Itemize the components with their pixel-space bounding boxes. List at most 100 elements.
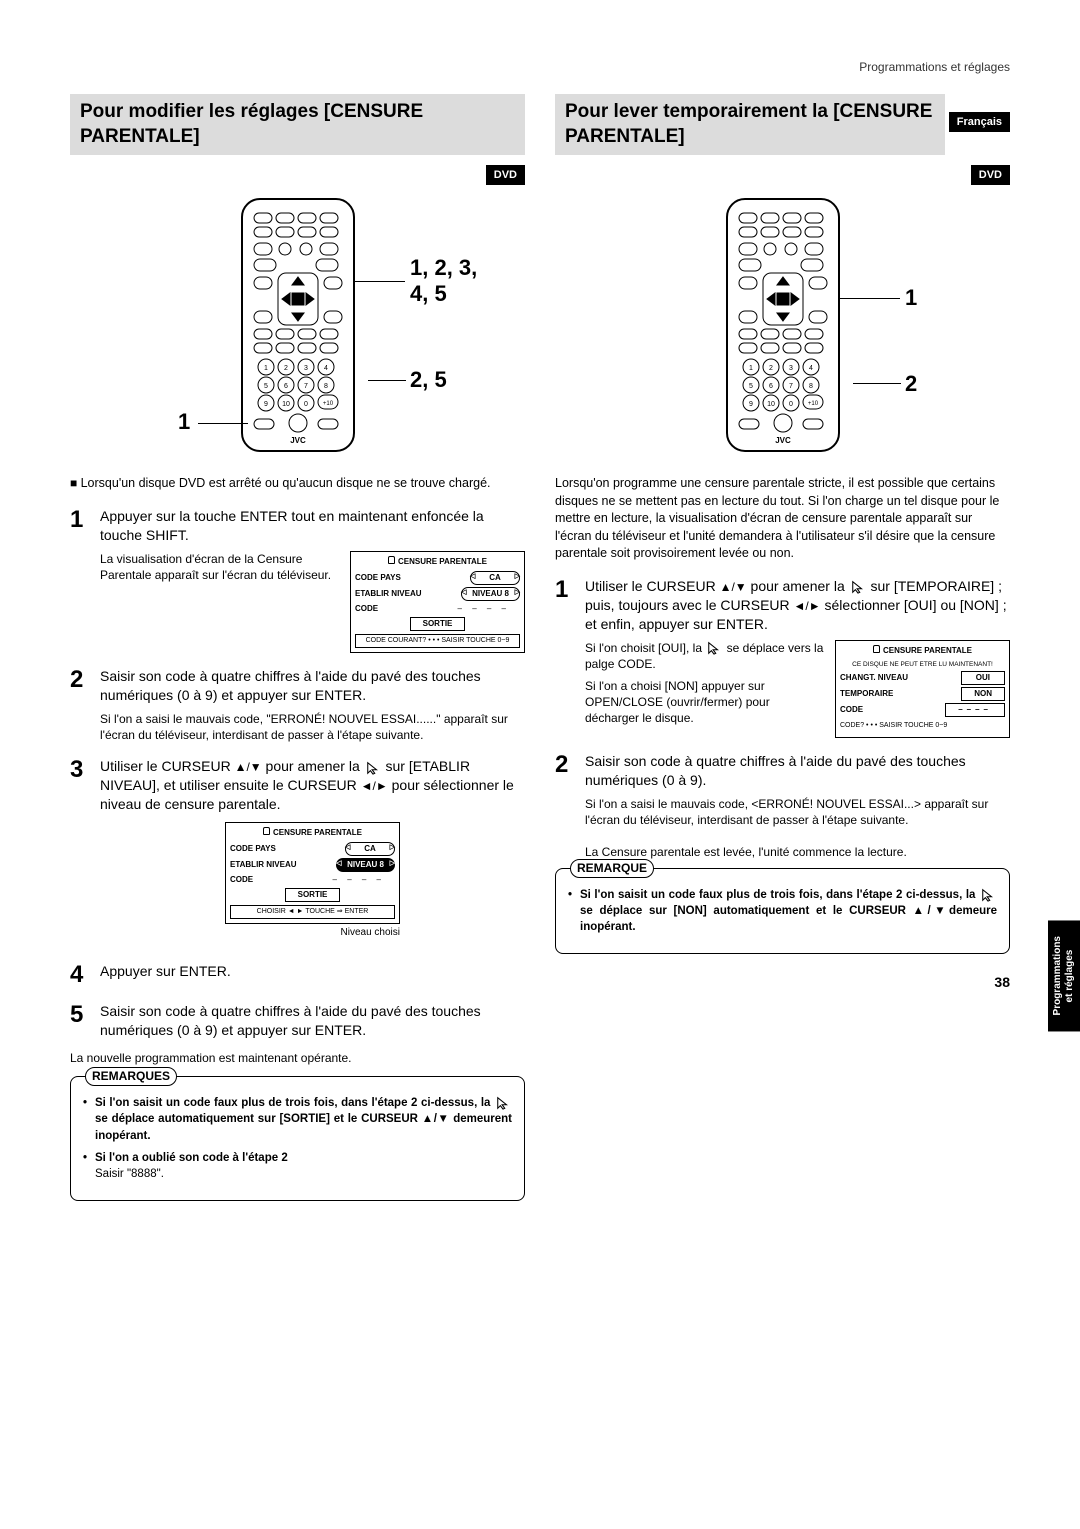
remarks-label: REMARQUES — [85, 1067, 177, 1086]
left-section-header: Pour modifier les réglages [CENSURE PARE… — [70, 94, 525, 155]
step-text: Utiliser le CURSEUR ▲/▼ pour amener la s… — [100, 757, 525, 814]
square-icon: ■ — [70, 476, 81, 490]
left-remarks-box: REMARQUES • Si l'on saisit un code faux … — [70, 1076, 525, 1200]
svg-text:10: 10 — [767, 401, 775, 408]
left-step-2: 2 Saisir son code à quatre chiffres à l'… — [70, 667, 525, 743]
page: Programmations et réglages Pour modifier… — [70, 60, 1010, 1201]
step-subtext: Si l'on a saisi le mauvais code, <ERRONÉ… — [585, 796, 1010, 828]
dvd-badge: DVD — [971, 165, 1010, 185]
step-text: Utiliser le CURSEUR ▲/▼ pour amener la s… — [585, 577, 1010, 634]
callout-3: 1 — [178, 409, 190, 435]
osd-screen-1: CENSURE PARENTALE CODE PAYSCA ETABLIR NI… — [350, 551, 525, 654]
step-number: 4 — [70, 962, 100, 988]
svg-text:7: 7 — [789, 383, 793, 390]
svg-text:5: 5 — [749, 383, 753, 390]
remark-item: • Si l'on saisit un code faux plus de tr… — [568, 887, 997, 935]
dvd-badge-row: DVD — [70, 165, 525, 185]
step-text: Saisir son code à quatre chiffres à l'ai… — [100, 1002, 525, 1040]
svg-text:9: 9 — [749, 401, 753, 408]
left-section-title: Pour modifier les réglages [CENSURE PARE… — [70, 94, 525, 155]
remarks-label: REMARQUE — [570, 859, 654, 878]
callout-2: 2, 5 — [410, 367, 447, 393]
svg-text:+10: +10 — [322, 401, 333, 407]
cursor-arrow-icon — [366, 761, 380, 775]
osd-caption: Niveau choisi — [225, 926, 400, 940]
step-subtext-2: La Censure parentale est levée, l'unité … — [585, 844, 1010, 860]
dvd-badge-row: DVD — [555, 165, 1010, 185]
side-tab: Programmations et réglages — [1048, 920, 1080, 1031]
svg-text:2: 2 — [769, 365, 773, 372]
step-text: Appuyer sur ENTER. — [100, 962, 525, 988]
right-intro: Lorsqu'on programme une censure parental… — [555, 475, 1010, 563]
step-1-side-text: La visualisation d'écran de la Censure P… — [100, 551, 340, 654]
two-column-layout: Pour modifier les réglages [CENSURE PARE… — [70, 94, 1010, 1201]
svg-text:1: 1 — [749, 365, 753, 372]
right-section-title: Pour lever temporairement la [CENSURE PA… — [555, 94, 945, 155]
step-text: Saisir son code à quatre chiffres à l'ai… — [100, 667, 525, 705]
language-badge: Français — [949, 112, 1010, 132]
cursor-arrow-icon — [496, 1096, 510, 1110]
svg-text:6: 6 — [284, 383, 288, 390]
step-number: 2 — [555, 752, 585, 860]
header-breadcrumb: Programmations et réglages — [70, 60, 1010, 74]
left-new-setting: La nouvelle programmation est maintenant… — [70, 1050, 525, 1066]
right-step-2: 2 Saisir son code à quatre chiffres à l'… — [555, 752, 1010, 860]
lock-icon — [873, 645, 880, 653]
svg-text:7: 7 — [304, 383, 308, 390]
step-number: 5 — [70, 1002, 100, 1040]
remote-icon: JVC 1 2 3 4 5 6 7 8 9 10 0 +10 — [723, 195, 843, 455]
remark-item: • Si l'on saisit un code faux plus de tr… — [83, 1095, 512, 1143]
right-remote-diagram: JVC 1 2 3 4 5 6 7 8 9 10 0 +10 1 2 — [555, 195, 1010, 455]
svg-text:5: 5 — [264, 383, 268, 390]
step-text: Saisir son code à quatre chiffres à l'ai… — [585, 752, 1010, 790]
svg-text:6: 6 — [769, 383, 773, 390]
remote-icon: JVC 1 2 3 4 5 6 7 8 9 10 0 +10 — [238, 195, 358, 455]
page-number: 38 — [555, 974, 1010, 990]
step-text: Appuyer sur la touche ENTER tout en main… — [100, 507, 525, 545]
svg-text:+10: +10 — [807, 401, 818, 407]
left-intro: ■ Lorsqu'un disque DVD est arrêté ou qu'… — [70, 475, 525, 493]
cursor-arrow-icon — [981, 888, 995, 902]
svg-text:0: 0 — [789, 401, 793, 408]
callout-1: 1, 2, 3, 4, 5 — [410, 255, 477, 307]
cursor-arrow-icon — [707, 641, 721, 655]
callout-2: 2 — [905, 371, 917, 397]
lock-icon — [388, 556, 395, 564]
svg-text:1: 1 — [264, 365, 268, 372]
svg-text:JVC: JVC — [775, 436, 791, 445]
right-section-header: Pour lever temporairement la [CENSURE PA… — [555, 94, 1010, 155]
svg-text:8: 8 — [324, 383, 328, 390]
svg-text:9: 9 — [264, 401, 268, 408]
svg-text:4: 4 — [809, 365, 813, 372]
left-step-1: 1 Appuyer sur la touche ENTER tout en ma… — [70, 507, 525, 653]
right-column: Pour lever temporairement la [CENSURE PA… — [555, 94, 1010, 1201]
dvd-badge: DVD — [486, 165, 525, 185]
svg-text:2: 2 — [284, 365, 288, 372]
svg-text:0: 0 — [304, 401, 308, 408]
step-side-text: Si l'on choisit [OUI], la se déplace ver… — [585, 640, 825, 738]
left-step-5: 5 Saisir son code à quatre chiffres à l'… — [70, 1002, 525, 1040]
left-step-4: 4 Appuyer sur ENTER. — [70, 962, 525, 988]
svg-text:3: 3 — [789, 365, 793, 372]
left-remote-diagram: JVC 1 2 3 4 5 6 7 8 9 10 0 +10 1, 2, 3, 4, 5 2, 5… — [70, 195, 525, 455]
step-number: 1 — [70, 507, 100, 653]
left-column: Pour modifier les réglages [CENSURE PARE… — [70, 94, 525, 1201]
step-number: 3 — [70, 757, 100, 948]
svg-text:JVC: JVC — [290, 436, 306, 445]
step-number: 2 — [70, 667, 100, 743]
left-step-3: 3 Utiliser le CURSEUR ▲/▼ pour amener la… — [70, 757, 525, 948]
svg-text:4: 4 — [324, 365, 328, 372]
step-subtext: Si l'on a saisi le mauvais code, "ERRONÉ… — [100, 711, 525, 743]
callout-1: 1 — [905, 285, 917, 311]
cursor-arrow-icon — [851, 580, 865, 594]
svg-text:10: 10 — [282, 401, 290, 408]
osd-screen-right: CENSURE PARENTALE CE DISQUE NE PEUT ETRE… — [835, 640, 1010, 738]
remark-item: • Si l'on a oublié son code à l'étape 2S… — [83, 1150, 512, 1182]
lock-icon — [263, 827, 270, 835]
right-step-1: 1 Utiliser le CURSEUR ▲/▼ pour amener la… — [555, 577, 1010, 738]
step-number: 1 — [555, 577, 585, 738]
svg-text:8: 8 — [809, 383, 813, 390]
right-remarks-box: REMARQUE • Si l'on saisit un code faux p… — [555, 868, 1010, 954]
svg-text:3: 3 — [304, 365, 308, 372]
osd-screen-2: CENSURE PARENTALE CODE PAYSCA ETABLIR NI… — [225, 822, 400, 925]
